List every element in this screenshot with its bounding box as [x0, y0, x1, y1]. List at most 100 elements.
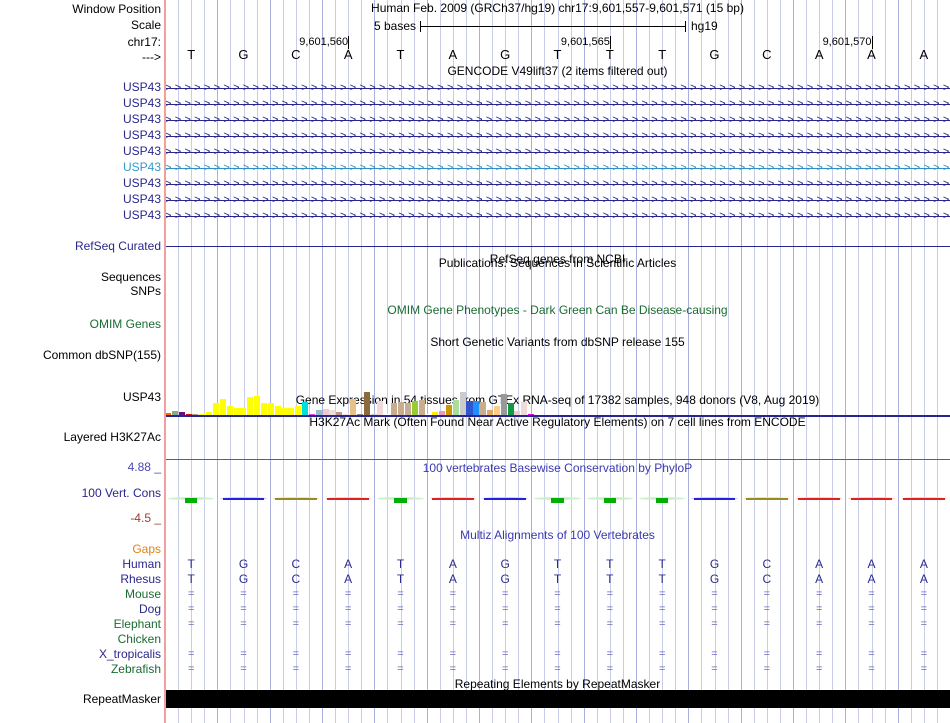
- gencode-transcript-row[interactable]: >>>>>>>>>>>>>>>>>>>>>>>>>>>>>>>>>>>>>>>>…: [165, 144, 950, 160]
- gtex-tissue-bar[interactable]: [274, 406, 281, 415]
- gtex-tissue-bar[interactable]: [247, 397, 254, 415]
- conservation-segment[interactable]: [902, 498, 945, 500]
- gtex-tissue-bar[interactable]: [404, 403, 411, 415]
- gtex-tissue-bar[interactable]: [343, 414, 350, 415]
- conservation-segment[interactable]: [431, 498, 474, 500]
- conservation-segment[interactable]: [184, 498, 198, 503]
- gtex-tissue-bar[interactable]: [528, 414, 535, 415]
- gtex-tissue-bar[interactable]: [336, 412, 343, 415]
- gtex-tissue-bar[interactable]: [171, 411, 178, 415]
- gtex-tissue-bar[interactable]: [397, 402, 404, 415]
- gtex-tissue-bar[interactable]: [260, 403, 267, 415]
- ruler-base-letter[interactable]: A: [919, 47, 929, 62]
- multiz-species-label[interactable]: Rhesus: [120, 572, 161, 586]
- ruler-base-letter[interactable]: G: [238, 47, 249, 62]
- gtex-tissue-bar[interactable]: [521, 402, 528, 415]
- gencode-gene-label[interactable]: USP43: [122, 128, 161, 142]
- label-refseq-curated[interactable]: RefSeq Curated: [74, 239, 161, 253]
- gtex-tissue-bar[interactable]: [418, 400, 425, 415]
- gtex-tissue-bar[interactable]: [493, 406, 500, 415]
- label-omim-genes[interactable]: OMIM Genes: [89, 317, 161, 331]
- gtex-tissue-bar[interactable]: [226, 406, 233, 415]
- multiz-species-row[interactable]: = = = = = = = = = = = = = = =: [165, 617, 950, 632]
- gtex-tissue-bar[interactable]: [500, 394, 507, 415]
- gtex-tissue-bar[interactable]: [439, 411, 446, 415]
- gtex-tissue-bar[interactable]: [473, 401, 480, 415]
- gencode-gene-label[interactable]: USP43: [122, 144, 161, 158]
- conservation-segment[interactable]: [693, 498, 736, 500]
- gencode-transcript-row[interactable]: >>>>>>>>>>>>>>>>>>>>>>>>>>>>>>>>>>>>>>>>…: [165, 80, 950, 96]
- gtex-tissue-bar[interactable]: [452, 400, 459, 415]
- label-100-vert-cons[interactable]: 100 Vert. Cons: [81, 486, 161, 500]
- gtex-tissue-bar[interactable]: [363, 392, 370, 415]
- multiz-species-label[interactable]: Elephant: [113, 617, 161, 631]
- gtex-tissue-bar[interactable]: [432, 412, 439, 415]
- gtex-tissue-bar[interactable]: [254, 396, 261, 415]
- ruler-base-letter[interactable]: T: [553, 47, 562, 62]
- conservation-segment[interactable]: [327, 498, 370, 500]
- gencode-gene-label[interactable]: USP43: [122, 160, 161, 174]
- label-common-dbsnp[interactable]: Common dbSNP(155): [42, 348, 161, 362]
- ruler-base-letter[interactable]: C: [291, 47, 301, 62]
- multiz-species-label[interactable]: Mouse: [124, 587, 161, 601]
- conservation-segment[interactable]: [551, 498, 564, 503]
- multiz-species-label[interactable]: Dog: [138, 602, 161, 616]
- repeatmasker-bar[interactable]: [165, 690, 950, 708]
- gencode-transcript-row[interactable]: >>>>>>>>>>>>>>>>>>>>>>>>>>>>>>>>>>>>>>>>…: [165, 112, 950, 128]
- conservation-segment[interactable]: [274, 498, 317, 500]
- gtex-tissue-bar[interactable]: [295, 406, 302, 415]
- label-gtex-usp43[interactable]: USP43: [122, 390, 161, 404]
- gtex-tissue-bar[interactable]: [445, 405, 452, 415]
- gtex-tissue-bar[interactable]: [356, 414, 363, 415]
- gtex-tissue-bar[interactable]: [466, 401, 473, 415]
- gencode-gene-label[interactable]: USP43: [122, 192, 161, 206]
- ruler-base-letter[interactable]: G: [709, 47, 720, 62]
- refseq-gene-line[interactable]: [165, 246, 950, 247]
- gtex-tissue-bar[interactable]: [487, 410, 494, 415]
- gtex-expression-barchart[interactable]: [165, 381, 950, 417]
- gtex-tissue-bar[interactable]: [267, 403, 274, 415]
- gencode-transcript-row[interactable]: >>>>>>>>>>>>>>>>>>>>>>>>>>>>>>>>>>>>>>>>…: [165, 176, 950, 192]
- label-pubs-snps[interactable]: SNPs: [130, 284, 161, 298]
- multiz-species-label[interactable]: X_tropicalis: [98, 647, 161, 661]
- gtex-tissue-bar[interactable]: [219, 399, 226, 415]
- gtex-tissue-bar[interactable]: [165, 413, 172, 415]
- ruler-base-letter[interactable]: T: [605, 47, 614, 62]
- multiz-species-row[interactable]: = = = = = = = = = = = = = = =: [165, 602, 950, 617]
- label-gaps[interactable]: Gaps: [132, 542, 161, 556]
- ruler-base-letter[interactable]: A: [814, 47, 824, 62]
- conservation-segment[interactable]: [655, 498, 669, 503]
- gtex-tissue-bar[interactable]: [308, 414, 315, 415]
- gtex-tissue-bar[interactable]: [199, 414, 206, 415]
- gtex-tissue-bar[interactable]: [459, 392, 466, 415]
- label-repeatmasker[interactable]: RepeatMasker: [82, 692, 161, 706]
- conservation-segment[interactable]: [222, 498, 265, 500]
- gencode-transcript-row[interactable]: >>>>>>>>>>>>>>>>>>>>>>>>>>>>>>>>>>>>>>>>…: [165, 160, 950, 176]
- conservation-segment[interactable]: [394, 498, 407, 503]
- gencode-gene-label[interactable]: USP43: [122, 208, 161, 222]
- multiz-species-label[interactable]: Chicken: [117, 632, 161, 646]
- conservation-segment[interactable]: [745, 498, 788, 500]
- gtex-tissue-bar[interactable]: [322, 409, 329, 415]
- gencode-transcript-row[interactable]: >>>>>>>>>>>>>>>>>>>>>>>>>>>>>>>>>>>>>>>>…: [165, 96, 950, 112]
- gencode-gene-label[interactable]: USP43: [122, 112, 161, 126]
- gtex-tissue-bar[interactable]: [281, 408, 288, 415]
- ruler-base-letter[interactable]: T: [187, 47, 196, 62]
- multiz-species-row[interactable]: [165, 632, 950, 647]
- gtex-tissue-bar[interactable]: [391, 403, 398, 415]
- gtex-tissue-bar[interactable]: [377, 401, 384, 415]
- gtex-tissue-bar[interactable]: [192, 414, 199, 415]
- label-pubs-sequences[interactable]: Sequences: [100, 270, 161, 284]
- gtex-tissue-bar[interactable]: [288, 408, 295, 415]
- ruler-base-letter[interactable]: A: [448, 47, 458, 62]
- multiz-species-row[interactable]: = = = = = = = = = = = = = = =: [165, 587, 950, 602]
- multiz-species-row[interactable]: = = = = = = = = = = = = = = =: [165, 662, 950, 677]
- gtex-tissue-bar[interactable]: [507, 403, 514, 415]
- gencode-transcript-row[interactable]: >>>>>>>>>>>>>>>>>>>>>>>>>>>>>>>>>>>>>>>>…: [165, 192, 950, 208]
- gtex-tissue-bar[interactable]: [185, 414, 192, 415]
- gtex-tissue-bar[interactable]: [425, 414, 432, 415]
- gtex-tissue-bar[interactable]: [370, 414, 377, 415]
- gtex-tissue-bar[interactable]: [329, 410, 336, 415]
